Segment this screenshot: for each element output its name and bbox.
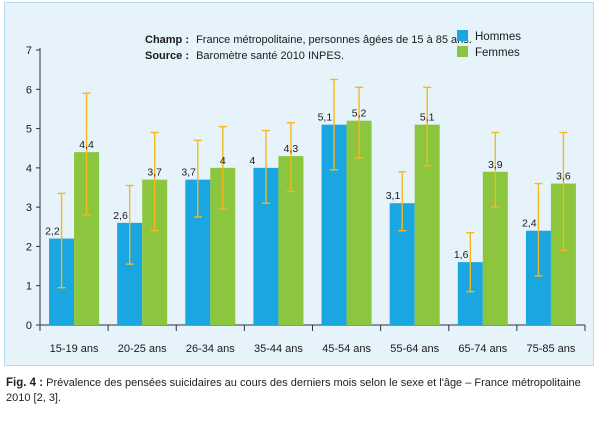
data-label: 4,4 — [79, 139, 94, 151]
data-label: 3,7 — [181, 167, 196, 179]
y-tick-label: 3 — [26, 202, 32, 214]
y-tick-label: 5 — [26, 124, 32, 136]
data-label: 3,6 — [556, 171, 571, 183]
x-tick-label: 15-19 ans — [50, 343, 99, 355]
y-tick-label: 0 — [26, 320, 32, 332]
x-tick-label: 65-74 ans — [458, 343, 507, 355]
data-label: 5,1 — [318, 112, 333, 124]
legend-label-femmes: Femmes — [475, 47, 520, 59]
legend-swatch-hommes — [457, 30, 468, 41]
y-tick-label: 7 — [26, 45, 32, 57]
y-tick-label: 1 — [26, 281, 32, 293]
data-label: 5,1 — [420, 112, 435, 124]
x-tick-label: 55-64 ans — [390, 343, 439, 355]
caption-label: Fig. 4 : — [6, 377, 44, 389]
y-tick-label: 6 — [26, 84, 32, 96]
legend-swatch-femmes — [457, 46, 468, 57]
data-label: 4 — [220, 155, 226, 167]
x-tick-label: 45-54 ans — [322, 343, 371, 355]
bar-chart: 0 1 2 3 4 5 6 7 15-19 ans 20-25 ans 26-34 ans 35-44… — [26, 30, 586, 355]
x-tick-label: 35-44 ans — [254, 343, 303, 355]
data-label: 2,6 — [113, 210, 128, 222]
figure-caption: Fig. 4 : Prévalence des pensées suicidai… — [6, 376, 594, 406]
champ-note: Champ : France métropolitaine, personnes… — [145, 34, 472, 46]
source-text: Baromètre santé 2010 INPES. — [196, 50, 344, 62]
data-label: 3,9 — [488, 159, 503, 171]
data-label: 5,2 — [352, 108, 367, 120]
legend-label-hommes: Hommes — [475, 31, 521, 43]
data-label: 4 — [249, 155, 255, 167]
source-label: Source : — [145, 50, 189, 62]
x-tick-label: 20-25 ans — [118, 343, 167, 355]
data-label: 2,2 — [45, 226, 60, 238]
chart-panel: 0 1 2 3 4 5 6 7 15-19 ans 20-25 ans 26-34 ans 35-44… — [4, 2, 594, 366]
caption-text: Prévalence des pensées suicidaires au co… — [6, 377, 581, 404]
data-label: 3,1 — [386, 190, 401, 202]
y-tick-label: 4 — [26, 163, 32, 175]
champ-text: France métropolitaine, personnes âgées d… — [196, 34, 472, 46]
champ-label: Champ : — [145, 34, 189, 46]
y-tick-label: 2 — [26, 241, 32, 253]
x-tick-label: 26-34 ans — [186, 343, 235, 355]
data-label: 3,7 — [147, 167, 162, 179]
data-label: 2,4 — [522, 218, 537, 230]
x-tick-label: 75-85 ans — [526, 343, 575, 355]
source-note: Source : Baromètre santé 2010 INPES. — [145, 50, 344, 62]
data-label: 1,6 — [454, 249, 469, 261]
data-label: 4,3 — [284, 143, 299, 155]
